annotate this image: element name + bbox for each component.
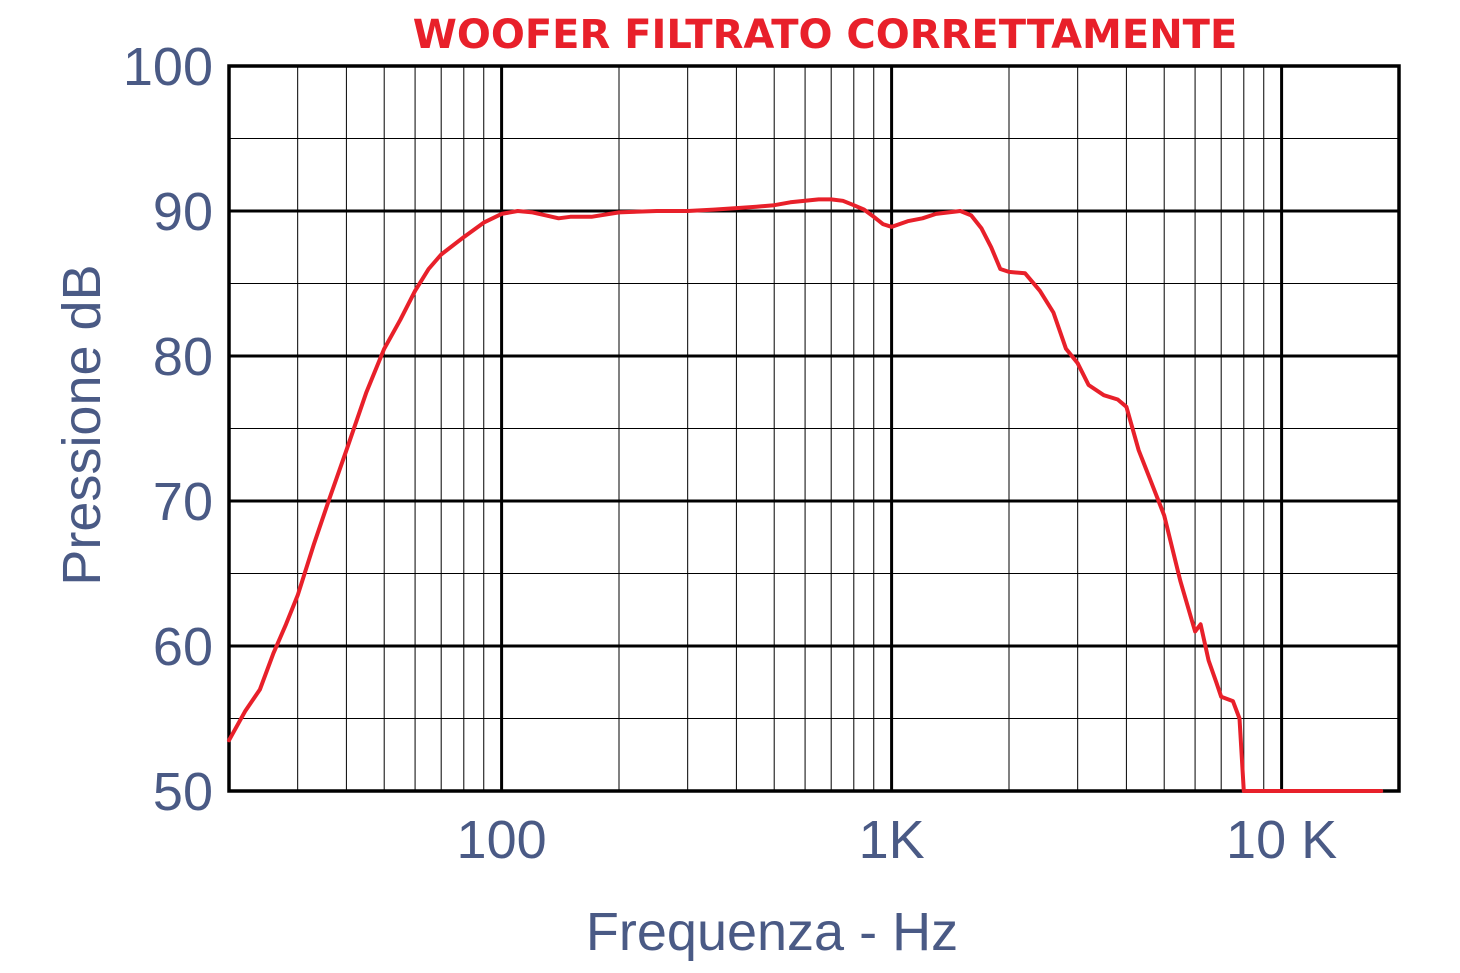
x-axis-label: Frequenza - Hz (586, 902, 958, 962)
y-tick-labels: 50 60 70 80 90 100 (123, 37, 213, 822)
chart-title: WOOFER FILTRATO CORRETTAMENTE (413, 12, 1238, 58)
x-tick-label: 1K (859, 810, 925, 870)
y-tick-label: 70 (153, 472, 213, 532)
y-tick-label: 60 (153, 617, 213, 677)
y-tick-label: 100 (123, 37, 213, 97)
x-tick-label: 100 (457, 810, 547, 870)
y-axis-label: Pressione dB (52, 264, 112, 585)
major-grid (229, 66, 1399, 791)
plot-frame (227, 64, 1401, 793)
x-tick-labels: 100 1K 10 K (457, 810, 1338, 870)
series-layer (227, 197, 1384, 793)
y-tick-label: 50 (153, 762, 213, 822)
series-line (227, 197, 1384, 793)
y-tick-label: 90 (153, 182, 213, 242)
x-tick-label: 10 K (1226, 810, 1337, 870)
y-tick-label: 80 (153, 327, 213, 387)
minor-grid (229, 66, 1399, 791)
